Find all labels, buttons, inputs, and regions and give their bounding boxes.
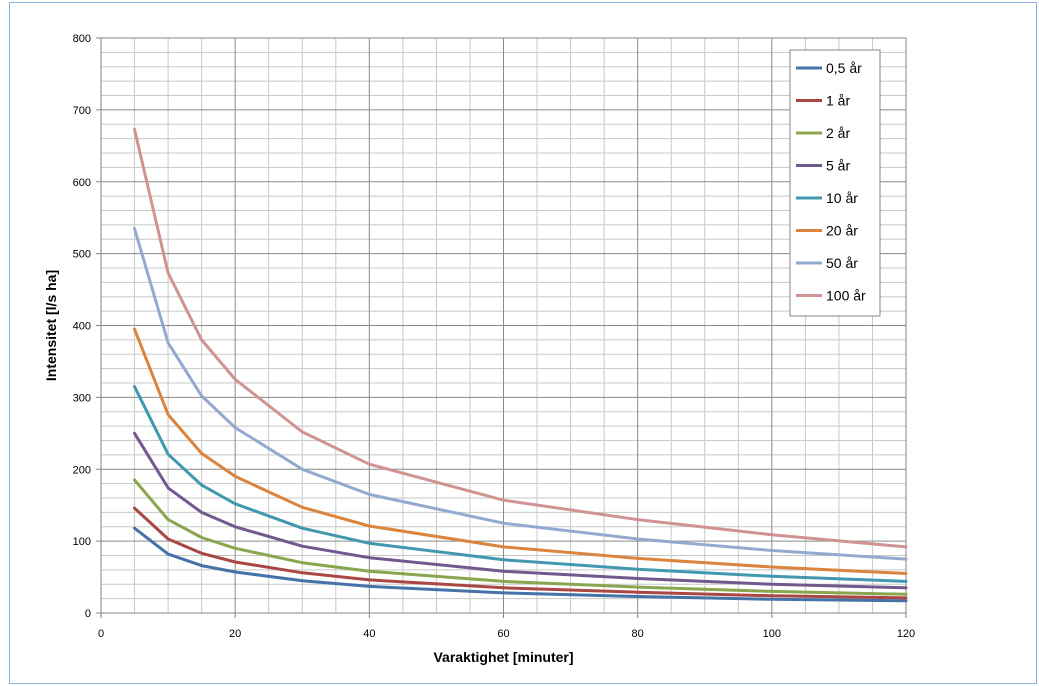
- legend-label: 5 år: [826, 158, 850, 174]
- legend-label: 10 år: [826, 190, 858, 206]
- legend-label: 100 år: [826, 288, 866, 304]
- y-tick-label: 100: [73, 536, 91, 548]
- series-line-3: [133, 478, 908, 596]
- y-tick-label: 400: [73, 321, 91, 333]
- series-line-1: [133, 526, 908, 603]
- x-tick-label: 100: [763, 628, 781, 640]
- y-tick-label: 500: [73, 249, 91, 261]
- legend: 0,5 år 1 år 2 år 5 år 10 år 20 år 50 år 100 år: [789, 49, 881, 317]
- series-line-6: [133, 327, 908, 575]
- x-axis-title: Varaktighet [minuter]: [433, 649, 573, 665]
- y-tick-label: 300: [73, 392, 91, 404]
- legend-label: 2 år: [826, 125, 850, 141]
- y-tick-label: 700: [73, 105, 91, 117]
- y-tick-label: 200: [73, 464, 91, 476]
- y-axis-title: Intensitet [l/s ha]: [43, 270, 59, 381]
- series-lines: [133, 127, 908, 603]
- x-tick-label: 0: [98, 628, 104, 640]
- x-axis-ticks: 0 20 40 60 80 100 120: [98, 613, 915, 640]
- x-tick-label: 20: [229, 628, 241, 640]
- series-line-4: [133, 431, 908, 590]
- legend-label: 50 år: [826, 255, 858, 271]
- y-tick-label: 600: [73, 177, 91, 189]
- x-tick-label: 120: [897, 628, 915, 640]
- series-line-5: [133, 385, 908, 583]
- legend-label: 0,5 år: [826, 60, 862, 76]
- y-tick-label: 0: [85, 608, 91, 620]
- legend-label: 20 år: [826, 223, 858, 239]
- y-tick-label: 800: [73, 33, 91, 45]
- series-line-7: [133, 227, 908, 561]
- y-axis-ticks: 0 100 200 300 400 500 600 700 800: [73, 33, 101, 620]
- series-line-8: [133, 127, 908, 549]
- legend-box: [789, 49, 881, 317]
- x-tick-label: 40: [363, 628, 375, 640]
- x-tick-label: 80: [632, 628, 644, 640]
- x-tick-label: 60: [497, 628, 509, 640]
- legend-label: 1 år: [826, 93, 850, 109]
- series-line-2: [133, 506, 908, 600]
